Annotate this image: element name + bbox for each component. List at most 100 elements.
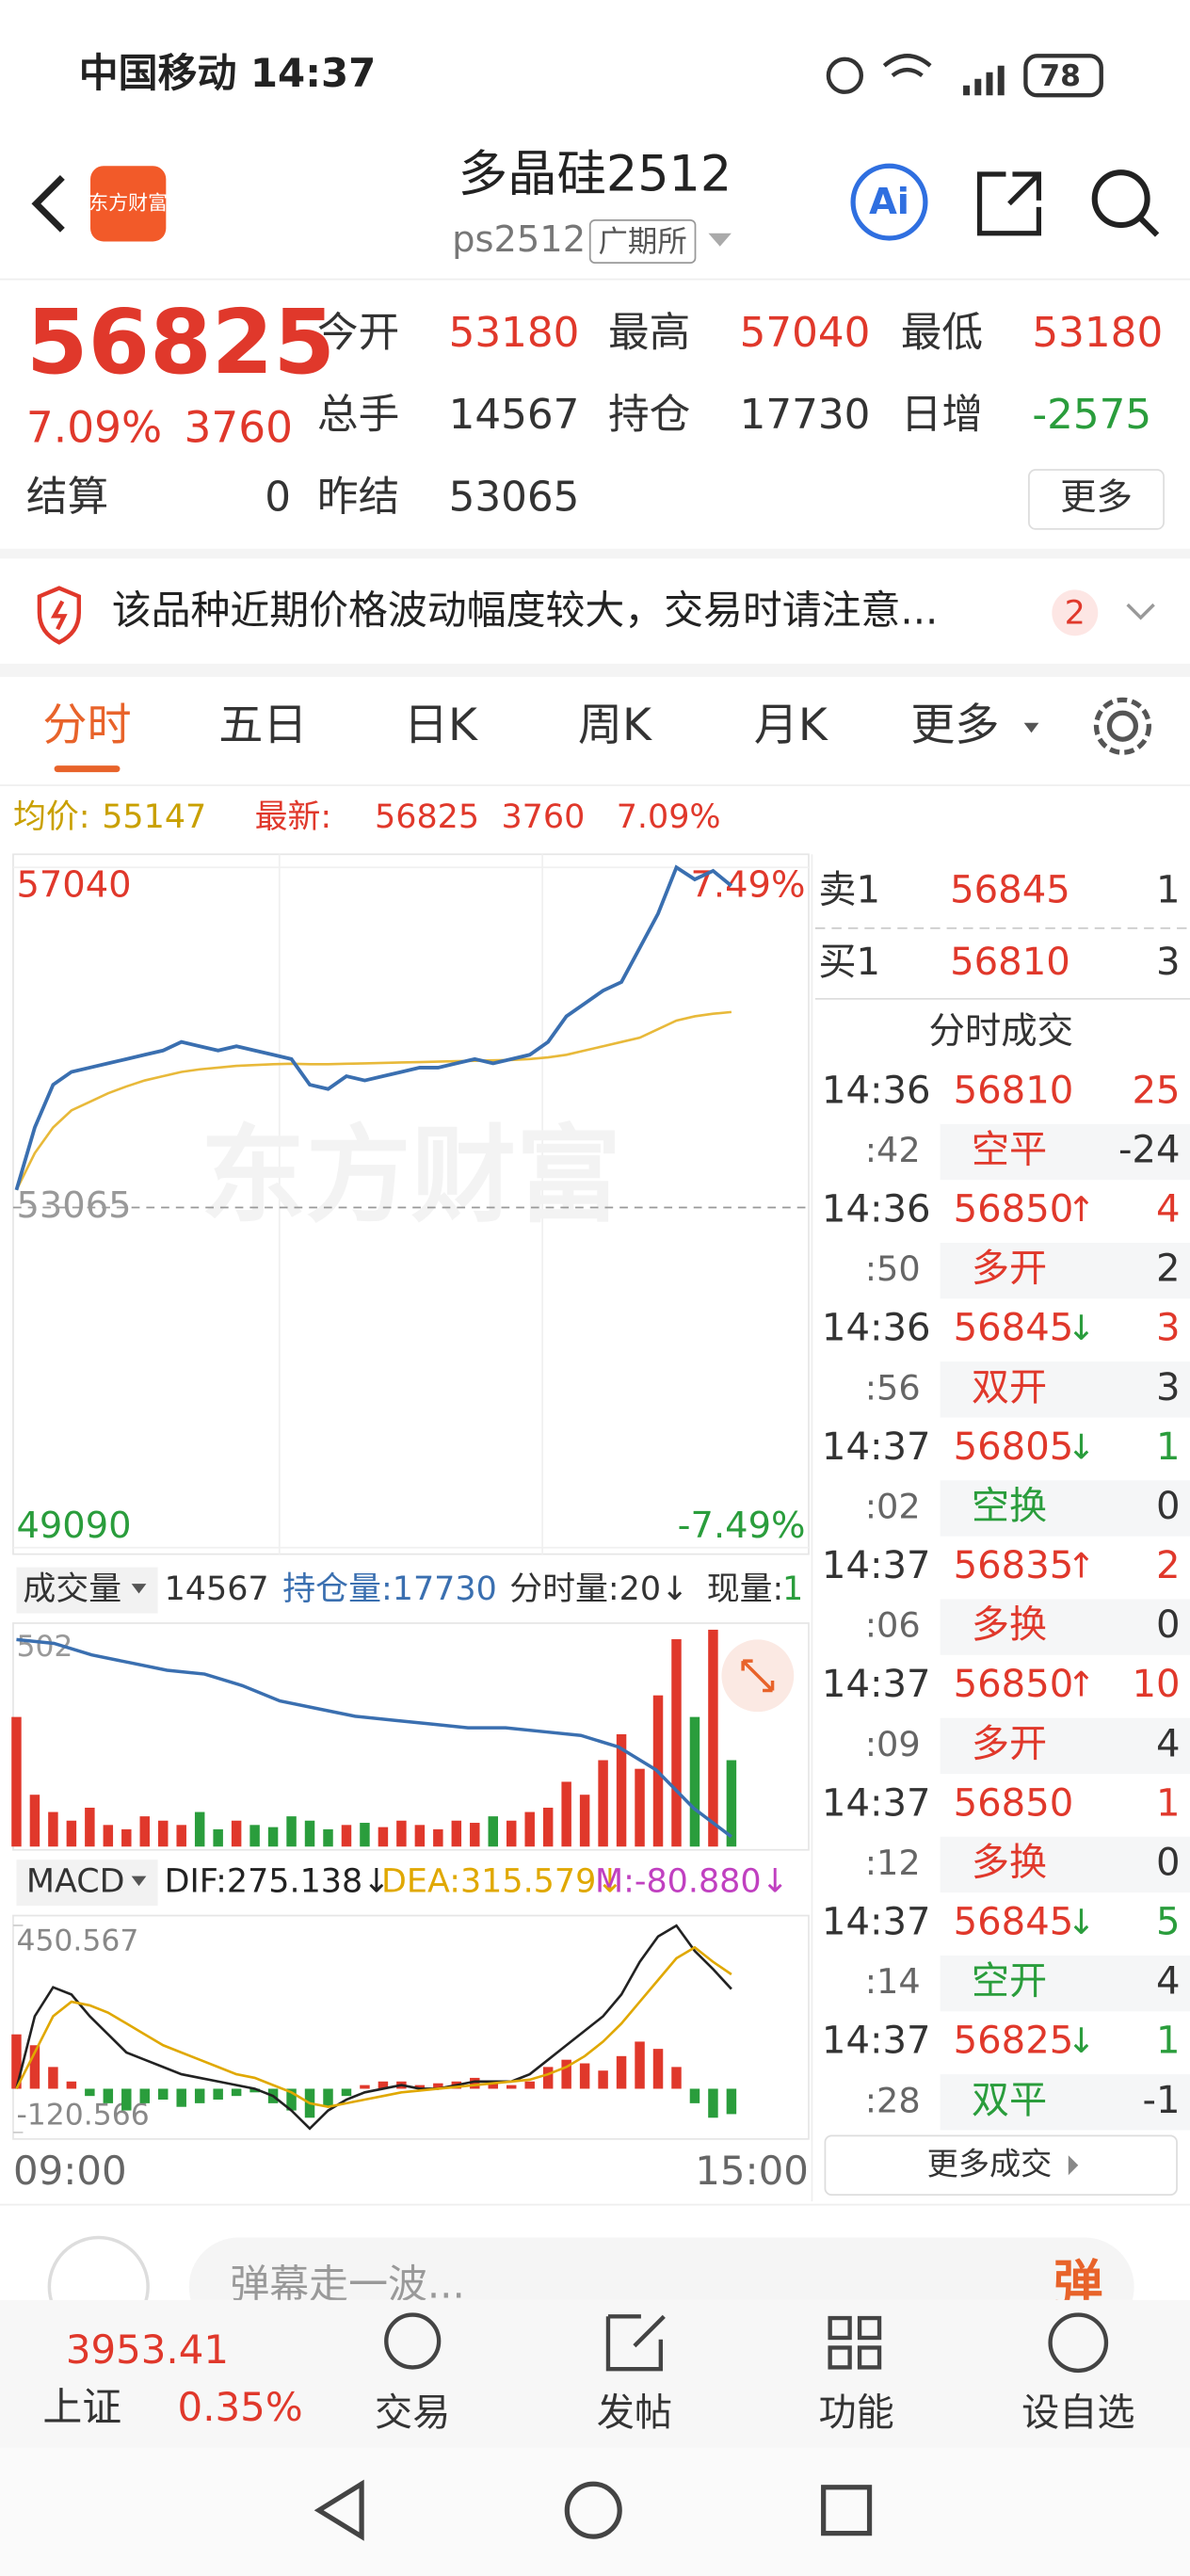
settings-button[interactable] (1093, 697, 1151, 755)
notice-expand[interactable] (1126, 603, 1155, 620)
volume-bar (726, 1760, 737, 1847)
volume-period: 分时量:20↓ (509, 1570, 688, 1608)
tab[interactable]: 分时 (42, 700, 131, 751)
macd-bar (689, 2088, 700, 2103)
volume-bar (671, 1639, 682, 1847)
tab[interactable]: 周K (578, 700, 652, 751)
trade-price: 56825 (954, 2020, 1074, 2063)
macd-bar (158, 2088, 169, 2101)
macd-bar (176, 2088, 186, 2107)
trade-sec: :56 (865, 1367, 921, 1408)
trade-kind: 多开 (972, 1722, 1047, 1765)
trade-qty: 1 (1156, 1425, 1181, 1469)
volume-bar (176, 1825, 186, 1847)
nav-home[interactable] (564, 2481, 622, 2539)
volume-bar (139, 1816, 151, 1847)
trade-sec: :42 (865, 1130, 921, 1170)
trade-time: 14:36 (822, 1188, 931, 1232)
volume-bar (378, 1827, 389, 1847)
trade-dir: ↓ (1067, 1426, 1096, 1467)
macd-bar (323, 2088, 333, 2107)
book-label: 卖1 (818, 868, 880, 911)
battery: 78 (1039, 59, 1081, 93)
trade-kind: 多换 (972, 1603, 1047, 1647)
volume-bar (506, 1820, 517, 1847)
trade-dir: ↓ (1067, 1902, 1096, 1942)
trade-qty: 5 (1156, 1900, 1181, 1943)
macd-bar (286, 2088, 297, 2111)
macd-bar (194, 2088, 205, 2103)
trade-change: -1 (1142, 2079, 1180, 2122)
macd-bar (635, 2041, 645, 2089)
ai-button[interactable] (850, 163, 928, 241)
tab[interactable]: 更多 (910, 700, 999, 751)
more-trades-caret (1068, 2155, 1079, 2176)
tab[interactable]: 五日 (218, 700, 307, 751)
macd-bar (579, 2063, 590, 2089)
trade-price: 56805 (954, 1425, 1074, 1469)
logo (90, 166, 167, 242)
field-label: 最高 (608, 310, 690, 357)
field-label: 今开 (317, 310, 399, 357)
macd-bar (708, 2088, 718, 2118)
trade-sub-bg (940, 2074, 1190, 2131)
share-button[interactable] (976, 171, 1041, 236)
trade-kind: 双平 (972, 2079, 1047, 2122)
trade-price: 56850 (954, 1188, 1074, 1232)
trade-qty: 1 (1156, 2020, 1181, 2063)
field-value: 53065 (449, 474, 580, 521)
index-value[interactable]: 3953.41 (66, 2326, 229, 2373)
exchange: 广期所 (599, 225, 687, 259)
avg-value: 55147 (102, 798, 206, 836)
field-value: -2575 (1032, 392, 1151, 439)
field-label: 日增 (901, 392, 983, 439)
change: 3760 (185, 403, 293, 453)
watermark: 东方财富 (201, 1115, 621, 1237)
trade-sub-bg (940, 1361, 1190, 1418)
more-trades-button[interactable] (824, 2134, 1178, 2197)
macd-bar (470, 2077, 480, 2089)
tab[interactable]: 月K (754, 700, 828, 751)
trade-change: 4 (1156, 1722, 1181, 1765)
trade-dir: ↑ (1067, 1189, 1096, 1230)
price-line (14, 864, 733, 1191)
comment-placeholder: 弹幕走一波... (230, 2261, 464, 2307)
trade-sec: :28 (865, 2080, 921, 2120)
trades-title: 分时成交 (928, 1010, 1073, 1053)
nav-recent[interactable] (821, 2485, 873, 2536)
macd-bar (341, 2088, 352, 2097)
more-trades: 更多成交 (927, 2145, 1053, 2182)
macd-bar (414, 2085, 426, 2089)
trade-time: 14:37 (822, 1781, 931, 1825)
x-tick-label: 15:00 (695, 2148, 809, 2194)
oi-label: 持仓量:17730 (282, 1570, 496, 1608)
nav-item[interactable]: 交易 (375, 2391, 450, 2435)
nav-item[interactable]: 设自选 (1021, 2391, 1134, 2435)
trade-time: 14:36 (822, 1307, 931, 1350)
nav-back[interactable] (314, 2479, 364, 2541)
dea-line (15, 1945, 732, 2109)
macd-selector[interactable] (16, 1860, 158, 1907)
status-icons (826, 54, 1103, 98)
volume-selector[interactable] (16, 1567, 158, 1614)
volume-bar (635, 1768, 645, 1847)
nav-item[interactable]: 发帖 (597, 2391, 672, 2435)
field-value: 14567 (449, 392, 580, 439)
book-price: 56810 (950, 941, 1070, 984)
carrier-time: 中国移动 14:37 (79, 50, 376, 96)
volume-bar (11, 1716, 22, 1847)
volume-bar (231, 1820, 242, 1847)
tab[interactable]: 日K (404, 700, 478, 751)
search-button[interactable] (1091, 169, 1160, 237)
macd-bar (48, 2067, 58, 2089)
exchange-box (588, 218, 697, 265)
trade-change: 4 (1156, 1960, 1181, 2004)
last-value: 56825 (375, 798, 479, 836)
more-button[interactable] (1028, 469, 1165, 530)
back-button[interactable] (31, 174, 65, 233)
field-value: 57040 (740, 310, 871, 357)
nav-items: 交易 发帖 功能 设自选 (375, 2391, 1134, 2435)
nav-item[interactable]: 功能 (818, 2391, 893, 2435)
notice-text[interactable]: 该品种近期价格波动幅度较大，交易时请注意... (112, 587, 939, 633)
macd-pane (12, 1914, 810, 2140)
